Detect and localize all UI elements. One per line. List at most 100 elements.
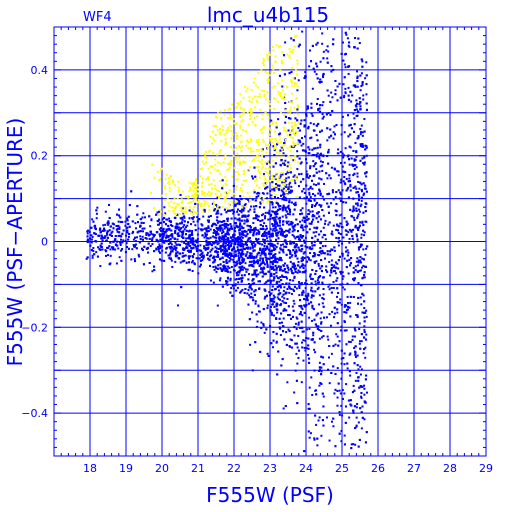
blue-point — [209, 279, 212, 282]
blue-point — [305, 170, 308, 173]
blue-point — [353, 117, 356, 120]
blue-point — [121, 248, 124, 251]
blue-point — [319, 104, 322, 107]
blue-point — [99, 227, 102, 230]
blue-point — [306, 246, 309, 249]
blue-point — [306, 231, 309, 234]
blue-point — [326, 177, 329, 180]
blue-point — [241, 253, 244, 256]
blue-point — [318, 190, 321, 193]
blue-point — [357, 261, 360, 264]
blue-point — [310, 301, 313, 304]
blue-point — [223, 250, 226, 253]
blue-point — [318, 233, 321, 236]
blue-point — [263, 232, 266, 235]
blue-point — [89, 244, 92, 247]
blue-point — [352, 208, 355, 211]
blue-point — [206, 230, 209, 233]
blue-point — [284, 271, 287, 274]
blue-point — [209, 214, 212, 217]
blue-point — [298, 270, 301, 273]
blue-point — [253, 210, 256, 213]
blue-point — [303, 251, 306, 254]
blue-point — [287, 185, 290, 188]
blue-point — [134, 243, 137, 246]
blue-point — [233, 210, 236, 213]
blue-point — [319, 78, 322, 81]
blue-point — [334, 343, 337, 346]
blue-point — [141, 216, 144, 219]
blue-point — [102, 224, 105, 227]
blue-point — [355, 209, 358, 212]
blue-point — [276, 276, 279, 279]
blue-point — [347, 340, 350, 343]
blue-point — [184, 226, 187, 229]
blue-point — [246, 292, 249, 295]
blue-point — [301, 326, 304, 329]
blue-point — [355, 108, 358, 111]
blue-point — [294, 270, 297, 273]
blue-point — [237, 258, 240, 261]
blue-point — [222, 260, 225, 263]
blue-point — [134, 240, 137, 243]
blue-point — [183, 241, 186, 244]
blue-point — [183, 215, 186, 218]
blue-point — [162, 240, 165, 243]
blue-point — [365, 93, 368, 96]
blue-point — [249, 208, 252, 211]
blue-point — [276, 286, 279, 289]
blue-point — [128, 204, 131, 207]
blue-point — [234, 243, 237, 246]
blue-point — [270, 274, 273, 277]
blue-point — [356, 191, 359, 194]
blue-point — [182, 247, 185, 250]
blue-point — [319, 146, 322, 149]
blue-point — [251, 228, 254, 231]
blue-point — [354, 345, 357, 348]
blue-point — [341, 115, 344, 118]
blue-point — [325, 316, 328, 319]
blue-point — [300, 172, 303, 175]
blue-point — [185, 242, 188, 245]
blue-point — [164, 212, 167, 215]
blue-point — [323, 257, 326, 260]
blue-point — [363, 300, 366, 303]
blue-point — [270, 197, 273, 200]
blue-point — [353, 159, 356, 162]
blue-point — [261, 259, 264, 262]
blue-point — [353, 168, 356, 171]
blue-point — [293, 268, 296, 271]
blue-point — [298, 185, 301, 188]
blue-point — [289, 191, 292, 194]
blue-point — [359, 221, 362, 224]
blue-point — [299, 162, 302, 165]
blue-point — [288, 345, 291, 348]
blue-point — [290, 255, 293, 258]
blue-point — [217, 242, 220, 245]
blue-point — [335, 228, 338, 231]
blue-point — [341, 254, 344, 257]
blue-point — [208, 258, 211, 261]
blue-point — [204, 233, 207, 236]
blue-point — [356, 204, 359, 207]
blue-point — [254, 199, 257, 202]
blue-point — [325, 265, 328, 268]
blue-point — [360, 303, 363, 306]
blue-point — [364, 401, 367, 404]
blue-point — [359, 256, 362, 259]
blue-point — [209, 243, 212, 246]
yellow-point — [235, 200, 238, 203]
blue-point — [223, 225, 226, 228]
blue-point — [275, 238, 278, 241]
blue-point — [350, 443, 353, 446]
blue-point — [233, 264, 236, 267]
blue-point — [364, 210, 367, 213]
blue-point — [254, 300, 257, 303]
blue-point — [284, 208, 287, 211]
blue-point — [241, 288, 244, 291]
blue-point — [228, 252, 231, 255]
blue-point — [261, 243, 264, 246]
blue-point — [175, 243, 178, 246]
blue-point — [328, 260, 331, 263]
blue-point — [257, 229, 260, 232]
